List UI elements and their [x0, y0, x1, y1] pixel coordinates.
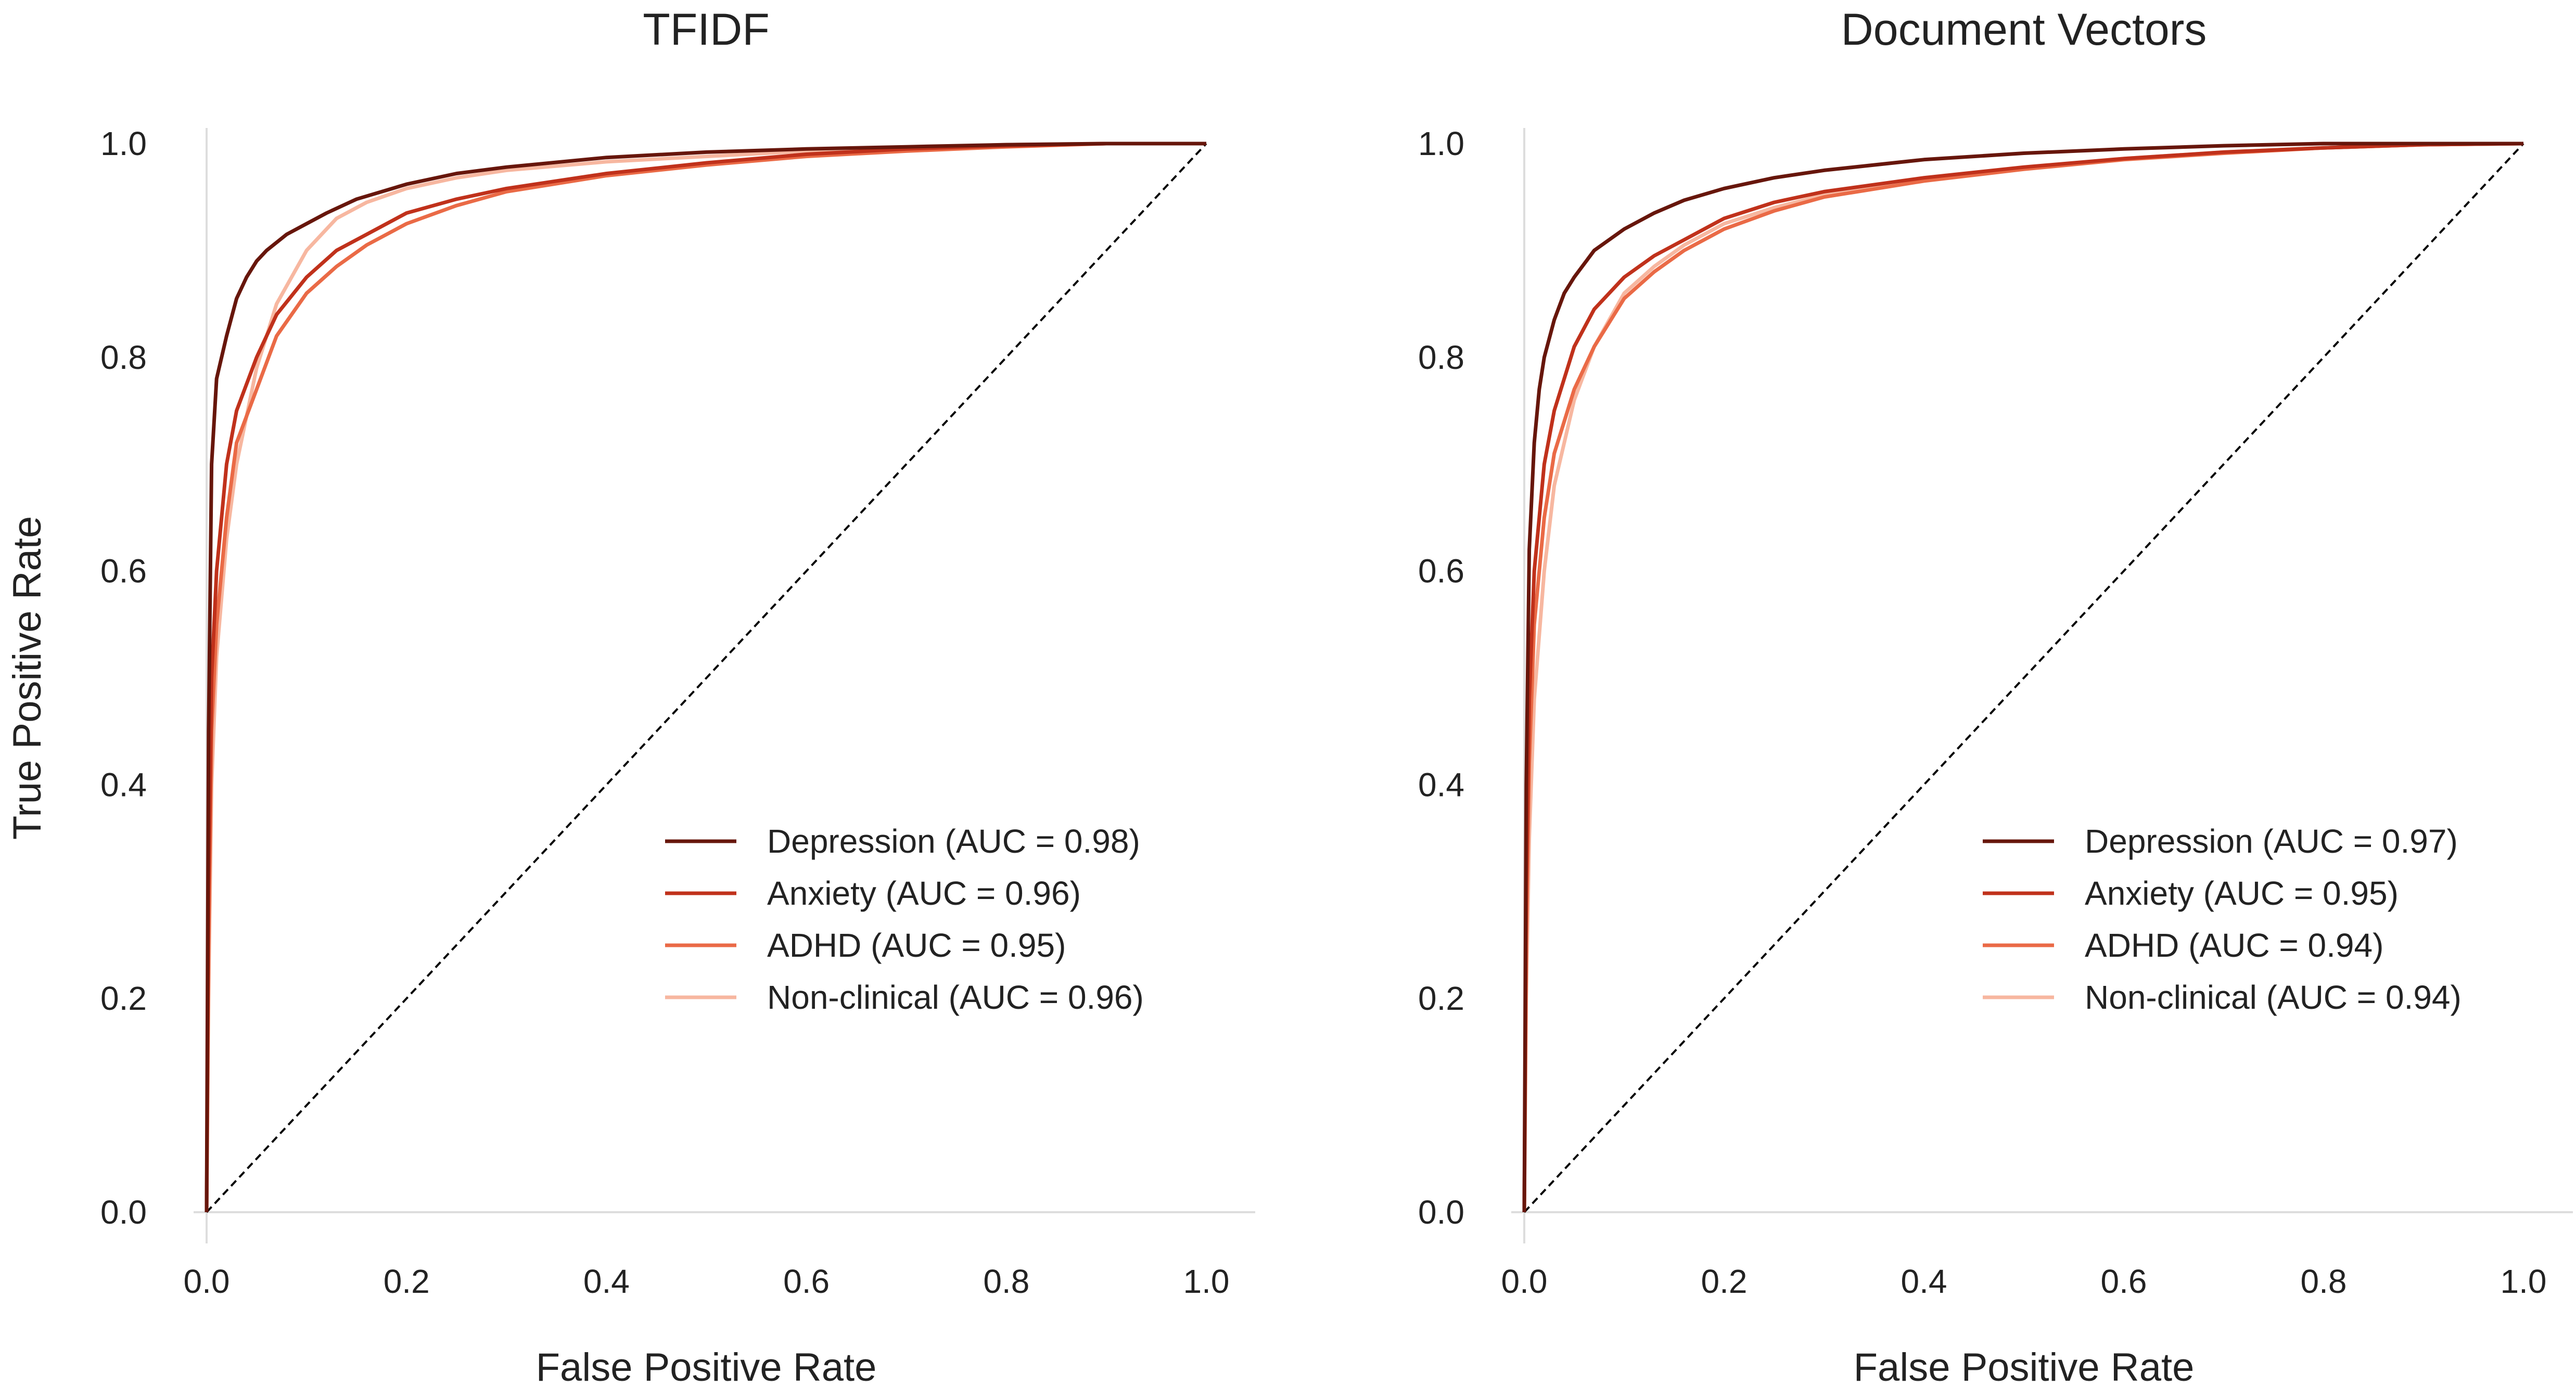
- y-tick-label: 0.4: [100, 766, 147, 803]
- y-tick-label: 0.6: [100, 553, 147, 590]
- legend: Depression (AUC = 0.98) Anxiety (AUC = 0.…: [665, 823, 1144, 1016]
- roc-curves: [205, 142, 1207, 1213]
- roc-panel-tfidf: TFIDF True Positive Rate False Positive …: [5, 5, 1255, 1390]
- x-tick-label: 0.2: [384, 1263, 430, 1300]
- y-axis-label: True Positive Rate: [5, 516, 49, 840]
- x-axis-label: False Positive Rate: [1854, 1345, 2195, 1390]
- tick-labels: 0.0 0.2 0.4 0.6 0.8 1.0 0.0 0.2 0.4 0.6 0.8 1.0: [1418, 125, 2546, 1300]
- y-tick-label: 0.8: [1418, 339, 1464, 376]
- x-tick-label: 0.0: [184, 1263, 230, 1300]
- chart-title: TFIDF: [643, 5, 770, 55]
- y-tick-label: 0.6: [1418, 553, 1464, 590]
- legend-entry: ADHD (AUC = 0.94): [2085, 927, 2383, 964]
- roc-curve-2: [205, 142, 1206, 1213]
- roc-curve-1: [205, 142, 1206, 1213]
- y-tick-label: 0.0: [1418, 1193, 1464, 1231]
- x-axis-label: False Positive Rate: [536, 1345, 877, 1390]
- chance-diagonal-line: [206, 143, 1207, 1213]
- x-tick-label: 1.0: [2501, 1263, 2547, 1300]
- x-tick-label: 1.0: [1183, 1263, 1230, 1300]
- y-tick-label: 0.0: [100, 1193, 147, 1231]
- legend: Depression (AUC = 0.97) Anxiety (AUC = 0.…: [1983, 823, 2462, 1016]
- legend-entry: Non-clinical (AUC = 0.96): [767, 979, 1144, 1016]
- y-tick-label: 1.0: [1418, 125, 1464, 162]
- tick-labels: 0.0 0.2 0.4 0.6 0.8 1.0 0.0 0.2 0.4 0.6 0.8 1.0: [100, 125, 1229, 1300]
- y-tick-label: 0.2: [1418, 980, 1464, 1017]
- roc-curve-1: [1522, 142, 2524, 1213]
- legend-entry: Non-clinical (AUC = 0.94): [2085, 979, 2462, 1016]
- x-tick-label: 0.2: [1701, 1263, 1748, 1300]
- x-tick-label: 0.4: [583, 1263, 630, 1300]
- chart-title: Document Vectors: [1841, 5, 2207, 55]
- x-tick-label: 0.8: [2301, 1263, 2347, 1300]
- x-tick-label: 0.0: [1501, 1263, 1548, 1300]
- legend-entry: Anxiety (AUC = 0.96): [767, 875, 1081, 912]
- x-tick-label: 0.6: [783, 1263, 830, 1300]
- roc-panel-document-vectors: Document Vectors False Positive Rate 0.0…: [1418, 5, 2573, 1390]
- legend-entry: ADHD (AUC = 0.95): [767, 927, 1066, 964]
- x-tick-label: 0.6: [2101, 1263, 2147, 1300]
- x-tick-label: 0.4: [1901, 1263, 1947, 1300]
- legend-entry: Depression (AUC = 0.97): [2085, 823, 2458, 860]
- legend-entry: Anxiety (AUC = 0.95): [2085, 875, 2399, 912]
- roc-curve-0: [205, 142, 1206, 1213]
- y-tick-label: 1.0: [100, 125, 147, 162]
- y-tick-label: 0.4: [1418, 766, 1464, 803]
- roc-curves: [1522, 142, 2524, 1213]
- x-tick-label: 0.8: [983, 1263, 1029, 1300]
- y-tick-label: 0.8: [100, 339, 147, 376]
- roc-curve-0: [1522, 142, 2523, 1213]
- chance-diagonal-line: [1523, 143, 2524, 1213]
- legend-entry: Depression (AUC = 0.98): [767, 823, 1140, 860]
- y-tick-label: 0.2: [100, 980, 147, 1017]
